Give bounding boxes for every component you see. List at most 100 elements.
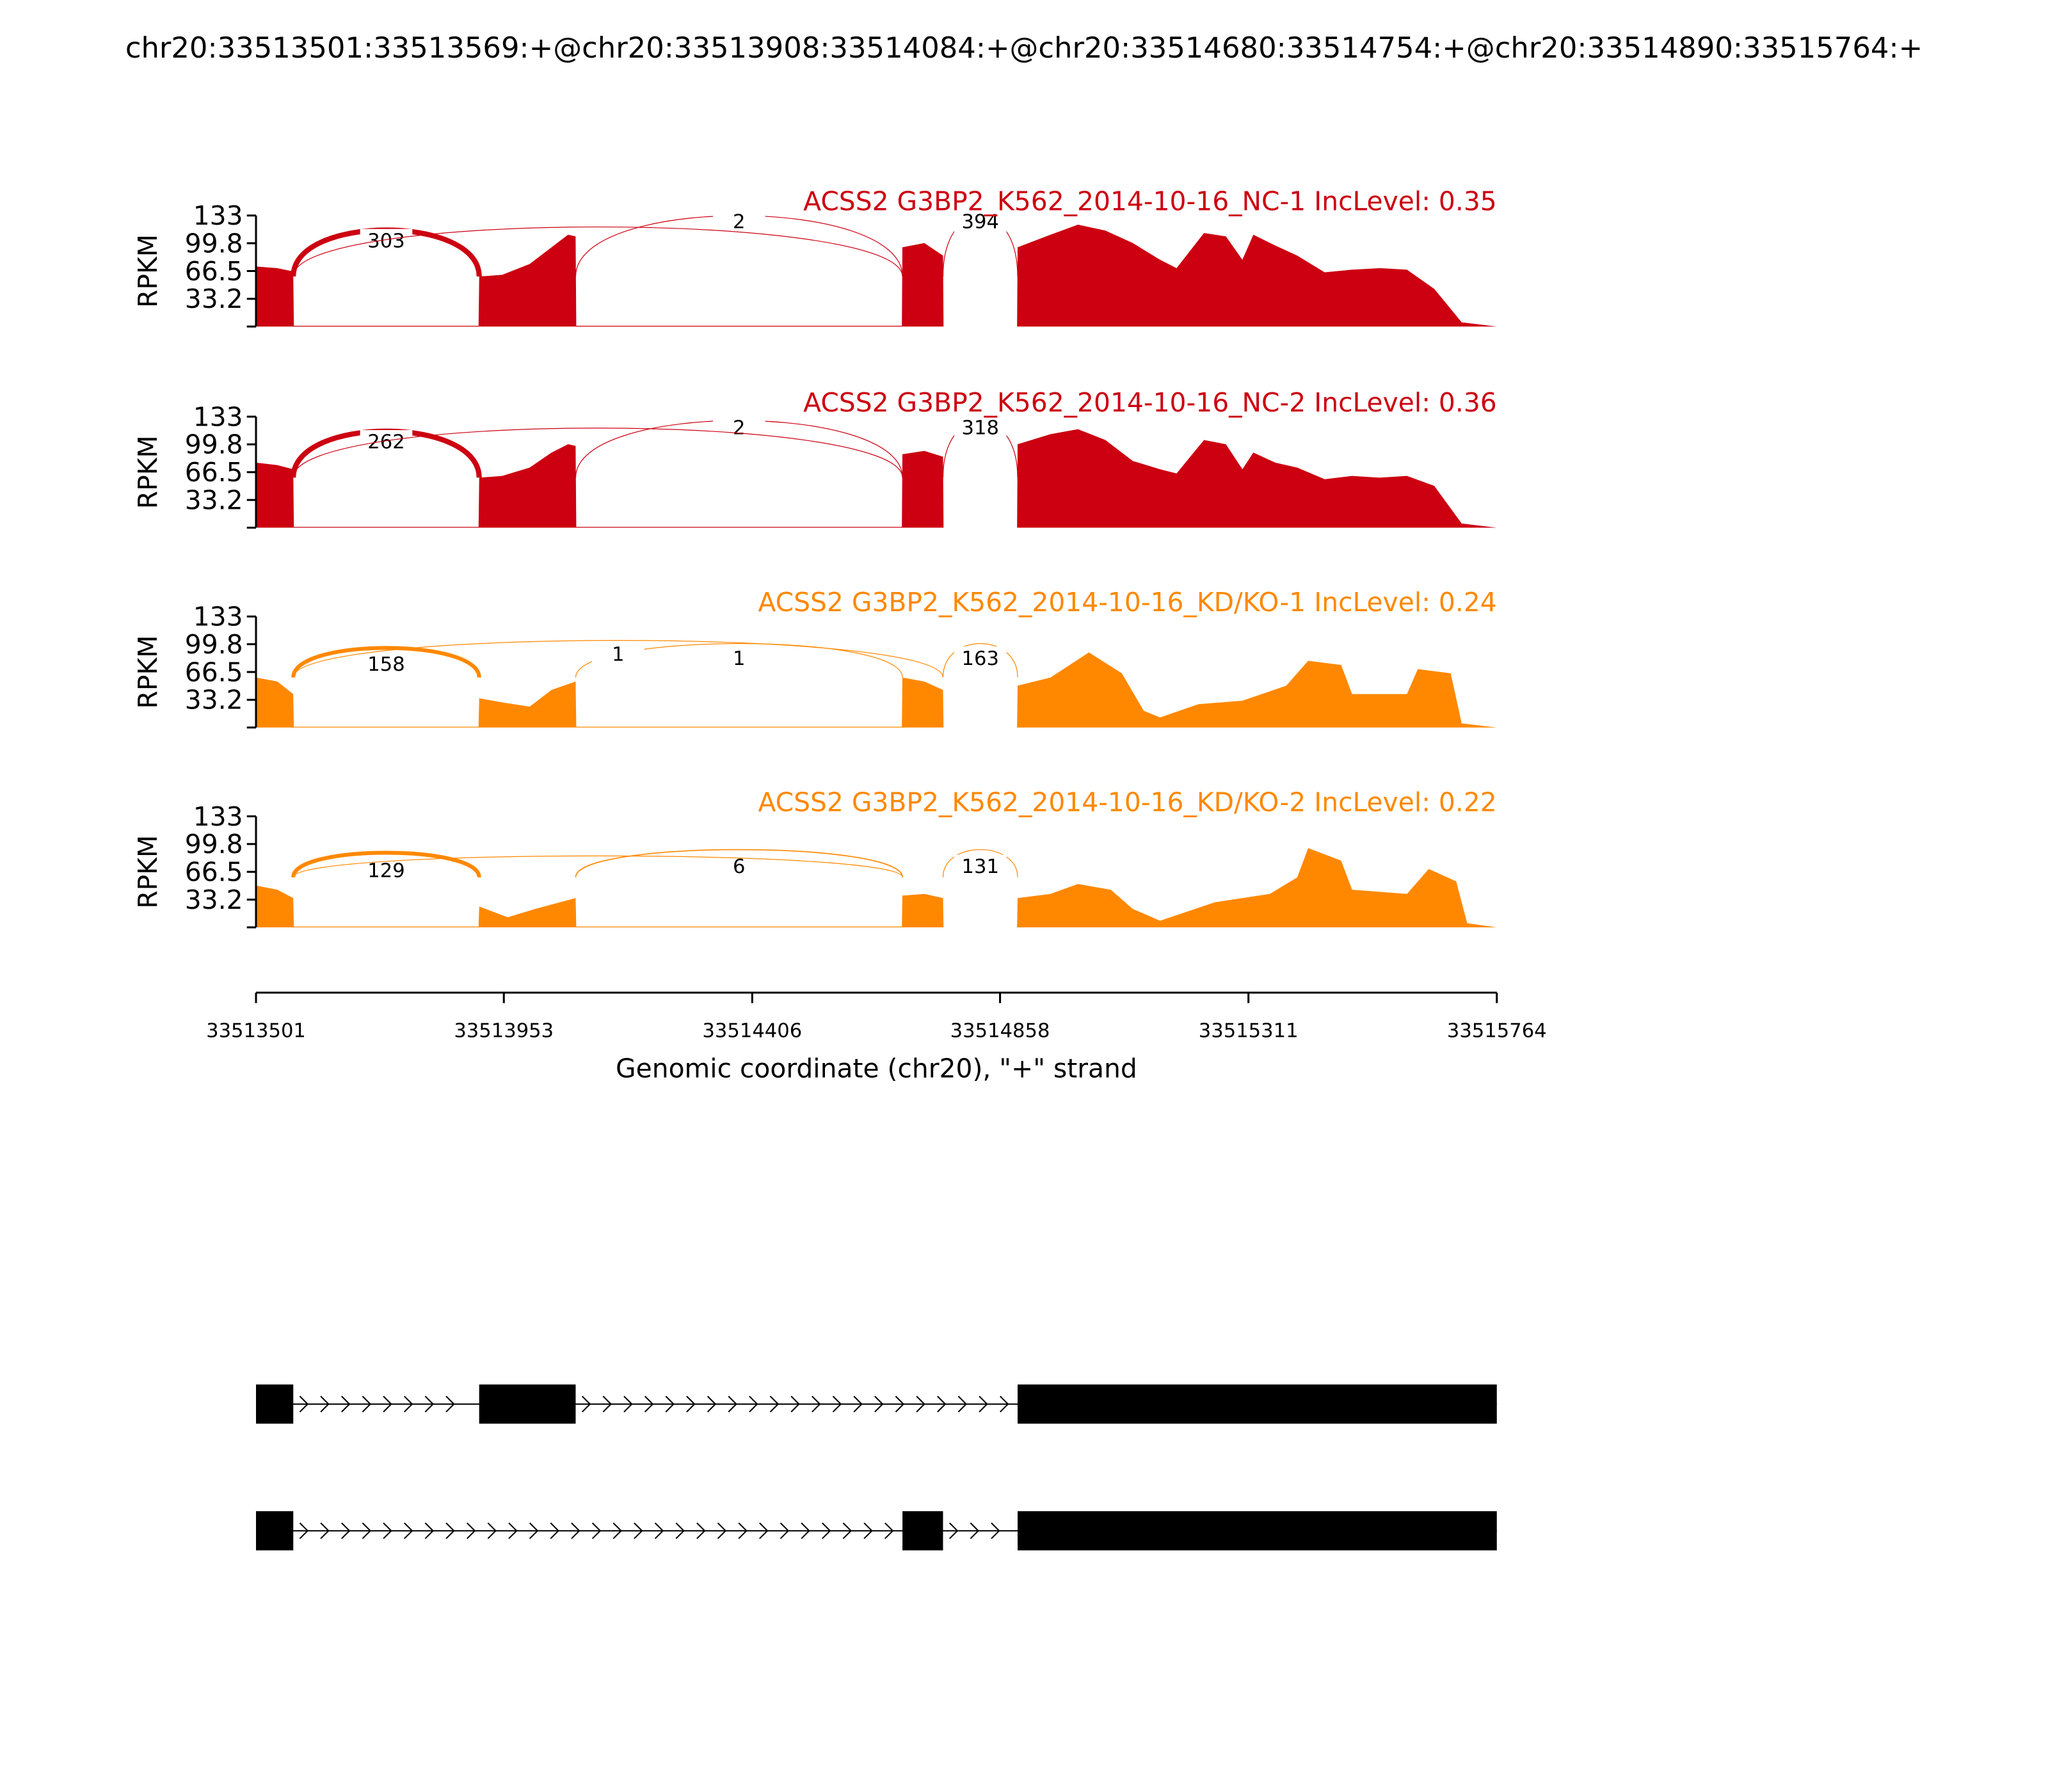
y-axis-label: RPKM xyxy=(132,234,163,308)
junction-label-bg xyxy=(360,228,413,253)
strand-arrow-icon xyxy=(550,1522,559,1539)
chart-title: chr20:33513501:33513569:+@chr20:33513908… xyxy=(125,31,1923,65)
strand-arrow-icon xyxy=(404,1522,413,1539)
strand-arrow-icon xyxy=(623,1395,633,1412)
y-tick-label: 33.2 xyxy=(185,284,243,314)
gene-structure xyxy=(256,1384,1497,1551)
strand-arrow-icon xyxy=(487,1522,497,1539)
y-tick-label: 33.2 xyxy=(185,484,243,515)
strand-arrow-icon xyxy=(445,1395,455,1412)
y-tick-label: 133 xyxy=(193,401,243,432)
strand-arrow-icon xyxy=(863,1522,873,1539)
y-axis-label: RPKM xyxy=(132,435,163,509)
strand-arrow-icon xyxy=(445,1522,455,1539)
strand-arrow-icon xyxy=(424,1395,435,1412)
exon-block xyxy=(1017,1384,1497,1424)
junction-label-bg xyxy=(954,646,1007,671)
x-tick-label: 33515311 xyxy=(1199,1020,1299,1042)
coverage-area xyxy=(256,225,1497,327)
junction-arc xyxy=(292,640,944,678)
junction-count: 1 xyxy=(733,648,745,670)
y-tick-label: 66.5 xyxy=(185,457,243,488)
strand-arrow-icon xyxy=(957,1395,968,1412)
junction-label-bg xyxy=(360,652,413,676)
strand-arrow-icon xyxy=(466,1522,476,1539)
strand-arrow-icon xyxy=(801,1522,810,1539)
strand-arrow-icon xyxy=(602,1395,612,1412)
junction-count: 163 xyxy=(962,648,999,670)
junction-count: 6 xyxy=(733,856,745,878)
strand-arrow-icon xyxy=(612,1522,622,1539)
junction-label-bg xyxy=(712,209,765,234)
y-tick-label: 99.8 xyxy=(185,829,243,860)
strand-arrow-icon xyxy=(728,1395,737,1412)
strand-arrow-icon xyxy=(696,1522,706,1539)
strand-arrow-icon xyxy=(362,1522,372,1539)
junction-arc xyxy=(291,851,481,878)
strand-arrow-icon xyxy=(979,1395,988,1412)
strand-arrow-icon xyxy=(948,1522,959,1539)
transcript-2 xyxy=(256,1511,1497,1551)
y-tick-label: 99.8 xyxy=(185,429,243,460)
strand-arrow-icon xyxy=(884,1522,894,1539)
x-axis-label: Genomic coordinate (chr20), "+" strand xyxy=(616,1053,1137,1084)
sample-label: ACSS2 G3BP2_K562_2014-10-16_KD/KO-2 IncL… xyxy=(758,787,1496,817)
strand-arrow-icon xyxy=(383,1395,392,1412)
y-axis-label: RPKM xyxy=(132,835,163,909)
exon-block xyxy=(1017,1511,1497,1551)
strand-arrow-icon xyxy=(738,1522,748,1539)
x-axis: 33513501 33513953 33514406 33514858 33515311… xyxy=(206,991,1547,1084)
junction-arc xyxy=(575,849,903,877)
sample-label: ACSS2 G3BP2_K562_2014-10-16_NC-2 IncLeve… xyxy=(803,387,1497,418)
x-tick-label: 33513501 xyxy=(206,1020,306,1042)
strand-arrow-icon xyxy=(508,1522,518,1539)
y-tick-label: 133 xyxy=(193,602,243,632)
coverage-area xyxy=(256,848,1497,927)
junction-label-bg xyxy=(592,642,644,666)
sample-label: ACSS2 G3BP2_K562_2014-10-16_KD/KO-1 IncL… xyxy=(758,587,1496,618)
x-tick-label: 33513953 xyxy=(454,1020,554,1042)
strand-arrow-icon xyxy=(749,1395,758,1412)
strand-arrow-icon xyxy=(822,1522,831,1539)
y-tick-label: 99.8 xyxy=(185,629,243,660)
junction-label-bg xyxy=(954,854,1007,879)
strand-arrow-icon xyxy=(895,1395,905,1412)
junction-label-bg xyxy=(360,430,413,454)
junction-label-bg xyxy=(954,415,1007,440)
x-tick-label: 33515764 xyxy=(1447,1020,1547,1042)
junction-count: 158 xyxy=(367,653,404,676)
y-tick-label: 66.5 xyxy=(185,256,243,287)
strand-arrow-icon xyxy=(581,1395,591,1412)
y-tick-label: 33.2 xyxy=(185,685,243,716)
strand-arrow-icon xyxy=(644,1395,654,1412)
junction-count: 2 xyxy=(733,211,745,233)
junction-arc xyxy=(291,646,481,678)
junction-arc xyxy=(942,643,1018,678)
y-tick-label: 33.2 xyxy=(185,884,243,915)
strand-arrow-icon xyxy=(341,1522,351,1539)
y-tick-label: 133 xyxy=(193,200,243,231)
strand-arrow-icon xyxy=(654,1522,664,1539)
strand-arrow-icon xyxy=(812,1395,821,1412)
strand-arrow-icon xyxy=(707,1395,717,1412)
strand-arrow-icon xyxy=(853,1395,863,1412)
y-tick-label: 99.8 xyxy=(185,228,243,259)
strand-arrow-icon xyxy=(759,1522,769,1539)
strand-arrow-icon xyxy=(320,1522,330,1539)
junction-count: 318 xyxy=(962,417,999,439)
transcript-1 xyxy=(256,1384,1497,1424)
strand-arrow-icon xyxy=(1000,1395,1009,1412)
strand-arrow-icon xyxy=(842,1522,852,1539)
junction-label-bg xyxy=(712,415,765,440)
strand-arrow-icon xyxy=(717,1522,727,1539)
junction-count: 2 xyxy=(733,417,745,439)
strand-arrow-icon xyxy=(591,1522,602,1539)
strand-arrow-icon xyxy=(780,1522,790,1539)
y-tick-label: 133 xyxy=(193,801,243,832)
strand-arrow-icon xyxy=(424,1522,435,1539)
strand-arrow-icon xyxy=(675,1522,685,1539)
